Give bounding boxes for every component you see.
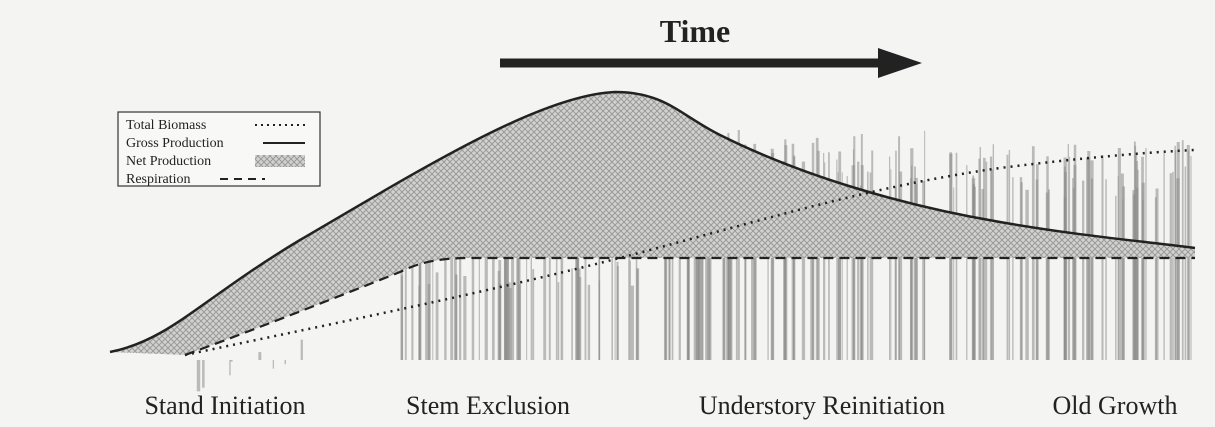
stage-label: Stem Exclusion xyxy=(406,391,570,420)
legend-label: Total Biomass xyxy=(126,118,206,133)
legend-label: Net Production xyxy=(126,154,211,169)
stage-label: Stand Initiation xyxy=(144,391,305,420)
figure: Time Total Biomass Gross Production Net … xyxy=(0,0,1215,427)
title: Time xyxy=(660,13,731,49)
legend-swatch xyxy=(255,155,305,167)
legend-label: Respiration xyxy=(126,172,191,187)
stage-label: Old Growth xyxy=(1053,391,1178,420)
stage-label: Understory Reinitiation xyxy=(699,391,945,420)
legend-label: Gross Production xyxy=(126,136,224,151)
